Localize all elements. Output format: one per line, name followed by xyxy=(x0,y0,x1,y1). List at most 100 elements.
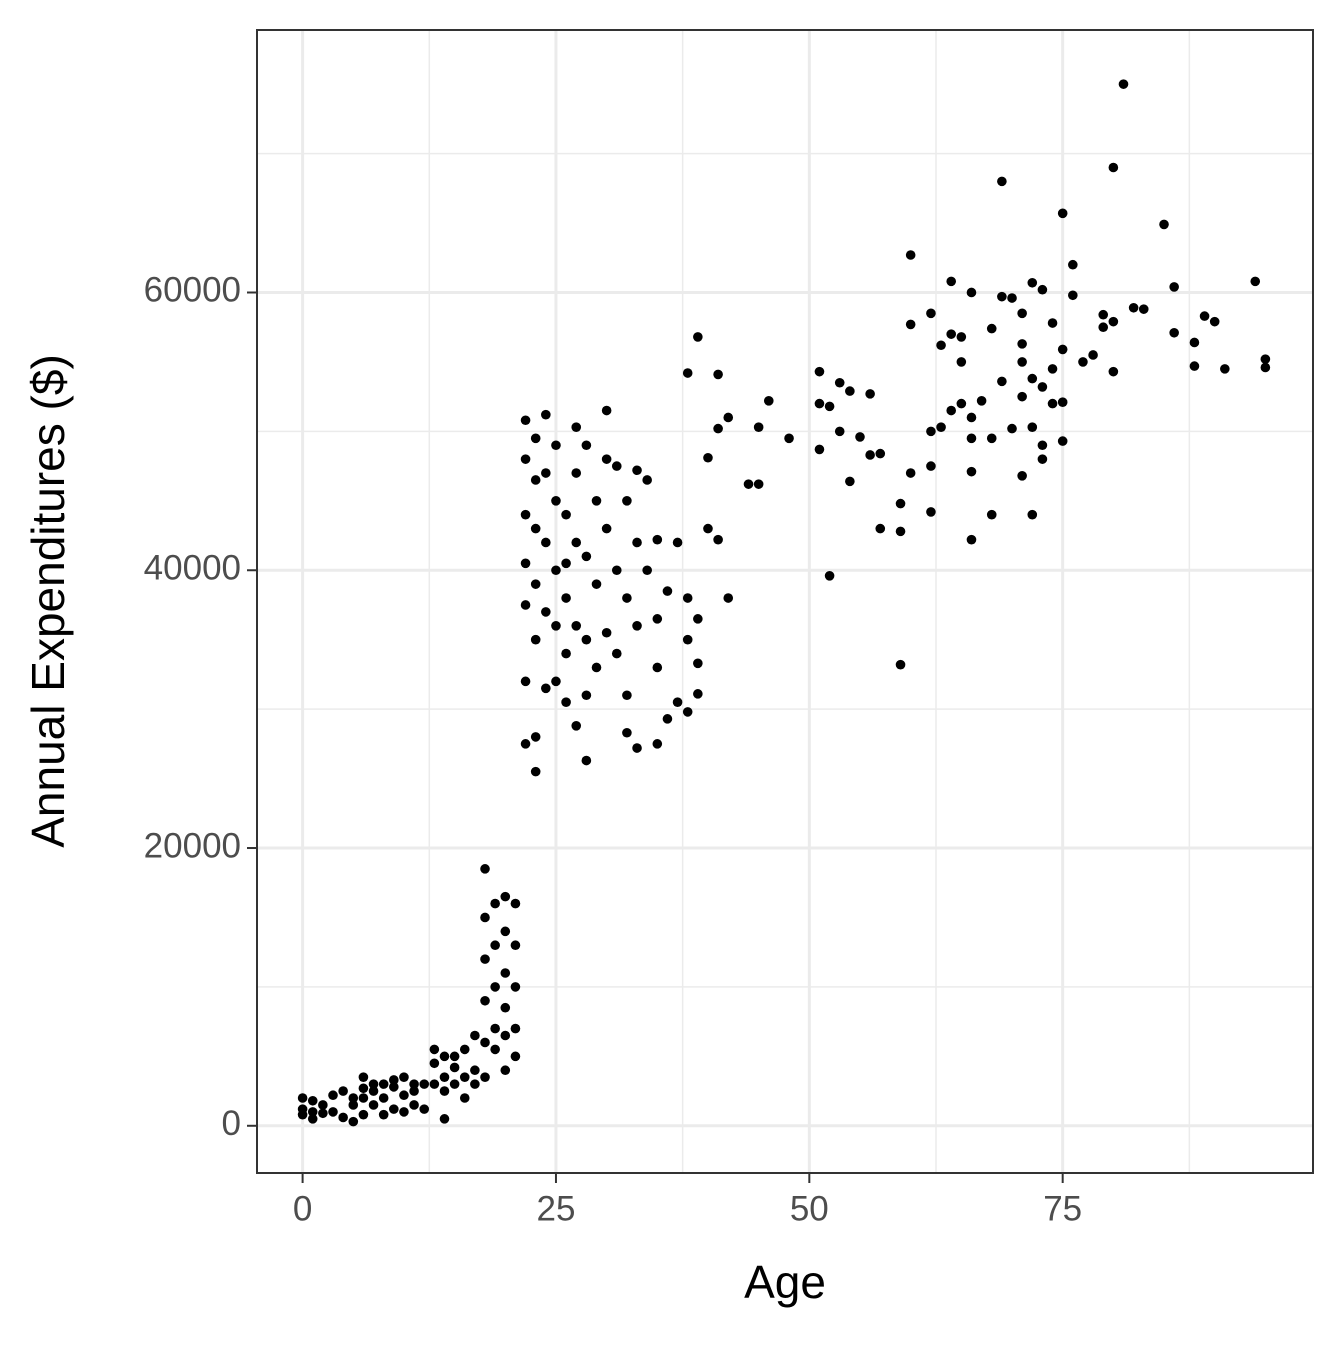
point xyxy=(1027,277,1038,288)
point xyxy=(530,433,541,444)
point xyxy=(399,1107,409,1117)
point xyxy=(510,898,521,909)
point xyxy=(490,898,500,909)
point xyxy=(652,739,663,749)
point xyxy=(541,468,551,478)
point xyxy=(956,398,967,409)
point xyxy=(1037,454,1048,464)
point xyxy=(520,509,531,520)
point xyxy=(1128,302,1139,313)
point xyxy=(1068,259,1078,270)
point xyxy=(875,448,886,459)
point xyxy=(1017,339,1027,349)
point xyxy=(409,1100,419,1110)
point xyxy=(845,386,855,396)
panel xyxy=(257,30,1313,1173)
point xyxy=(601,405,612,416)
point xyxy=(530,579,541,589)
point xyxy=(591,496,602,506)
y-tick-label: 0 xyxy=(222,1104,241,1143)
point xyxy=(500,1002,511,1013)
point xyxy=(611,648,622,659)
point xyxy=(1250,276,1261,287)
point xyxy=(926,426,936,437)
point xyxy=(1108,162,1119,173)
point xyxy=(318,1100,328,1110)
point xyxy=(895,498,906,509)
point xyxy=(297,1109,308,1120)
point xyxy=(500,1065,511,1076)
point xyxy=(297,1093,308,1103)
x-tick-label: 50 xyxy=(790,1189,829,1228)
point xyxy=(1037,440,1048,451)
point xyxy=(561,593,571,603)
point xyxy=(439,1072,450,1082)
point xyxy=(429,1079,440,1089)
point xyxy=(784,433,794,444)
point xyxy=(845,476,855,487)
point xyxy=(439,1114,450,1124)
point xyxy=(632,743,642,753)
point xyxy=(490,982,500,992)
point xyxy=(1118,79,1129,89)
point xyxy=(956,357,967,367)
point xyxy=(1057,344,1068,355)
point xyxy=(936,340,946,351)
point xyxy=(571,720,582,731)
point xyxy=(642,565,652,576)
point xyxy=(1260,354,1271,364)
point xyxy=(672,537,683,548)
y-tick-label: 40000 xyxy=(144,549,241,588)
point xyxy=(520,676,531,687)
point xyxy=(358,1109,369,1120)
point xyxy=(997,376,1007,387)
point xyxy=(622,593,632,603)
point xyxy=(1260,362,1271,373)
point xyxy=(429,1058,440,1069)
point xyxy=(348,1100,359,1110)
point xyxy=(753,479,764,489)
point xyxy=(358,1083,369,1094)
point xyxy=(561,558,571,569)
point xyxy=(622,496,632,506)
point xyxy=(368,1079,379,1089)
point xyxy=(1057,436,1068,446)
point xyxy=(652,662,663,673)
point xyxy=(753,422,764,433)
point xyxy=(449,1051,460,1062)
point xyxy=(480,864,490,874)
point xyxy=(895,526,906,537)
point xyxy=(936,422,946,433)
point xyxy=(1159,219,1169,230)
point xyxy=(541,409,551,420)
point xyxy=(693,332,703,342)
point xyxy=(409,1086,419,1096)
point xyxy=(1047,318,1058,328)
point xyxy=(307,1114,318,1124)
point xyxy=(662,714,673,724)
point xyxy=(561,648,571,659)
point xyxy=(1007,293,1017,303)
point xyxy=(500,968,511,978)
point xyxy=(530,475,541,485)
point xyxy=(561,509,571,520)
point xyxy=(743,479,754,489)
point xyxy=(1138,304,1149,314)
point xyxy=(946,405,957,416)
point xyxy=(682,593,693,603)
point xyxy=(1098,309,1109,320)
point xyxy=(551,565,561,576)
point xyxy=(368,1100,379,1110)
point xyxy=(470,1079,480,1089)
point xyxy=(449,1079,460,1089)
point xyxy=(541,683,551,694)
point xyxy=(1088,350,1098,360)
point xyxy=(723,412,734,423)
point xyxy=(1027,509,1038,520)
point xyxy=(520,600,531,610)
point xyxy=(956,332,967,342)
point xyxy=(480,1037,490,1048)
point xyxy=(693,689,703,699)
point xyxy=(348,1093,359,1103)
